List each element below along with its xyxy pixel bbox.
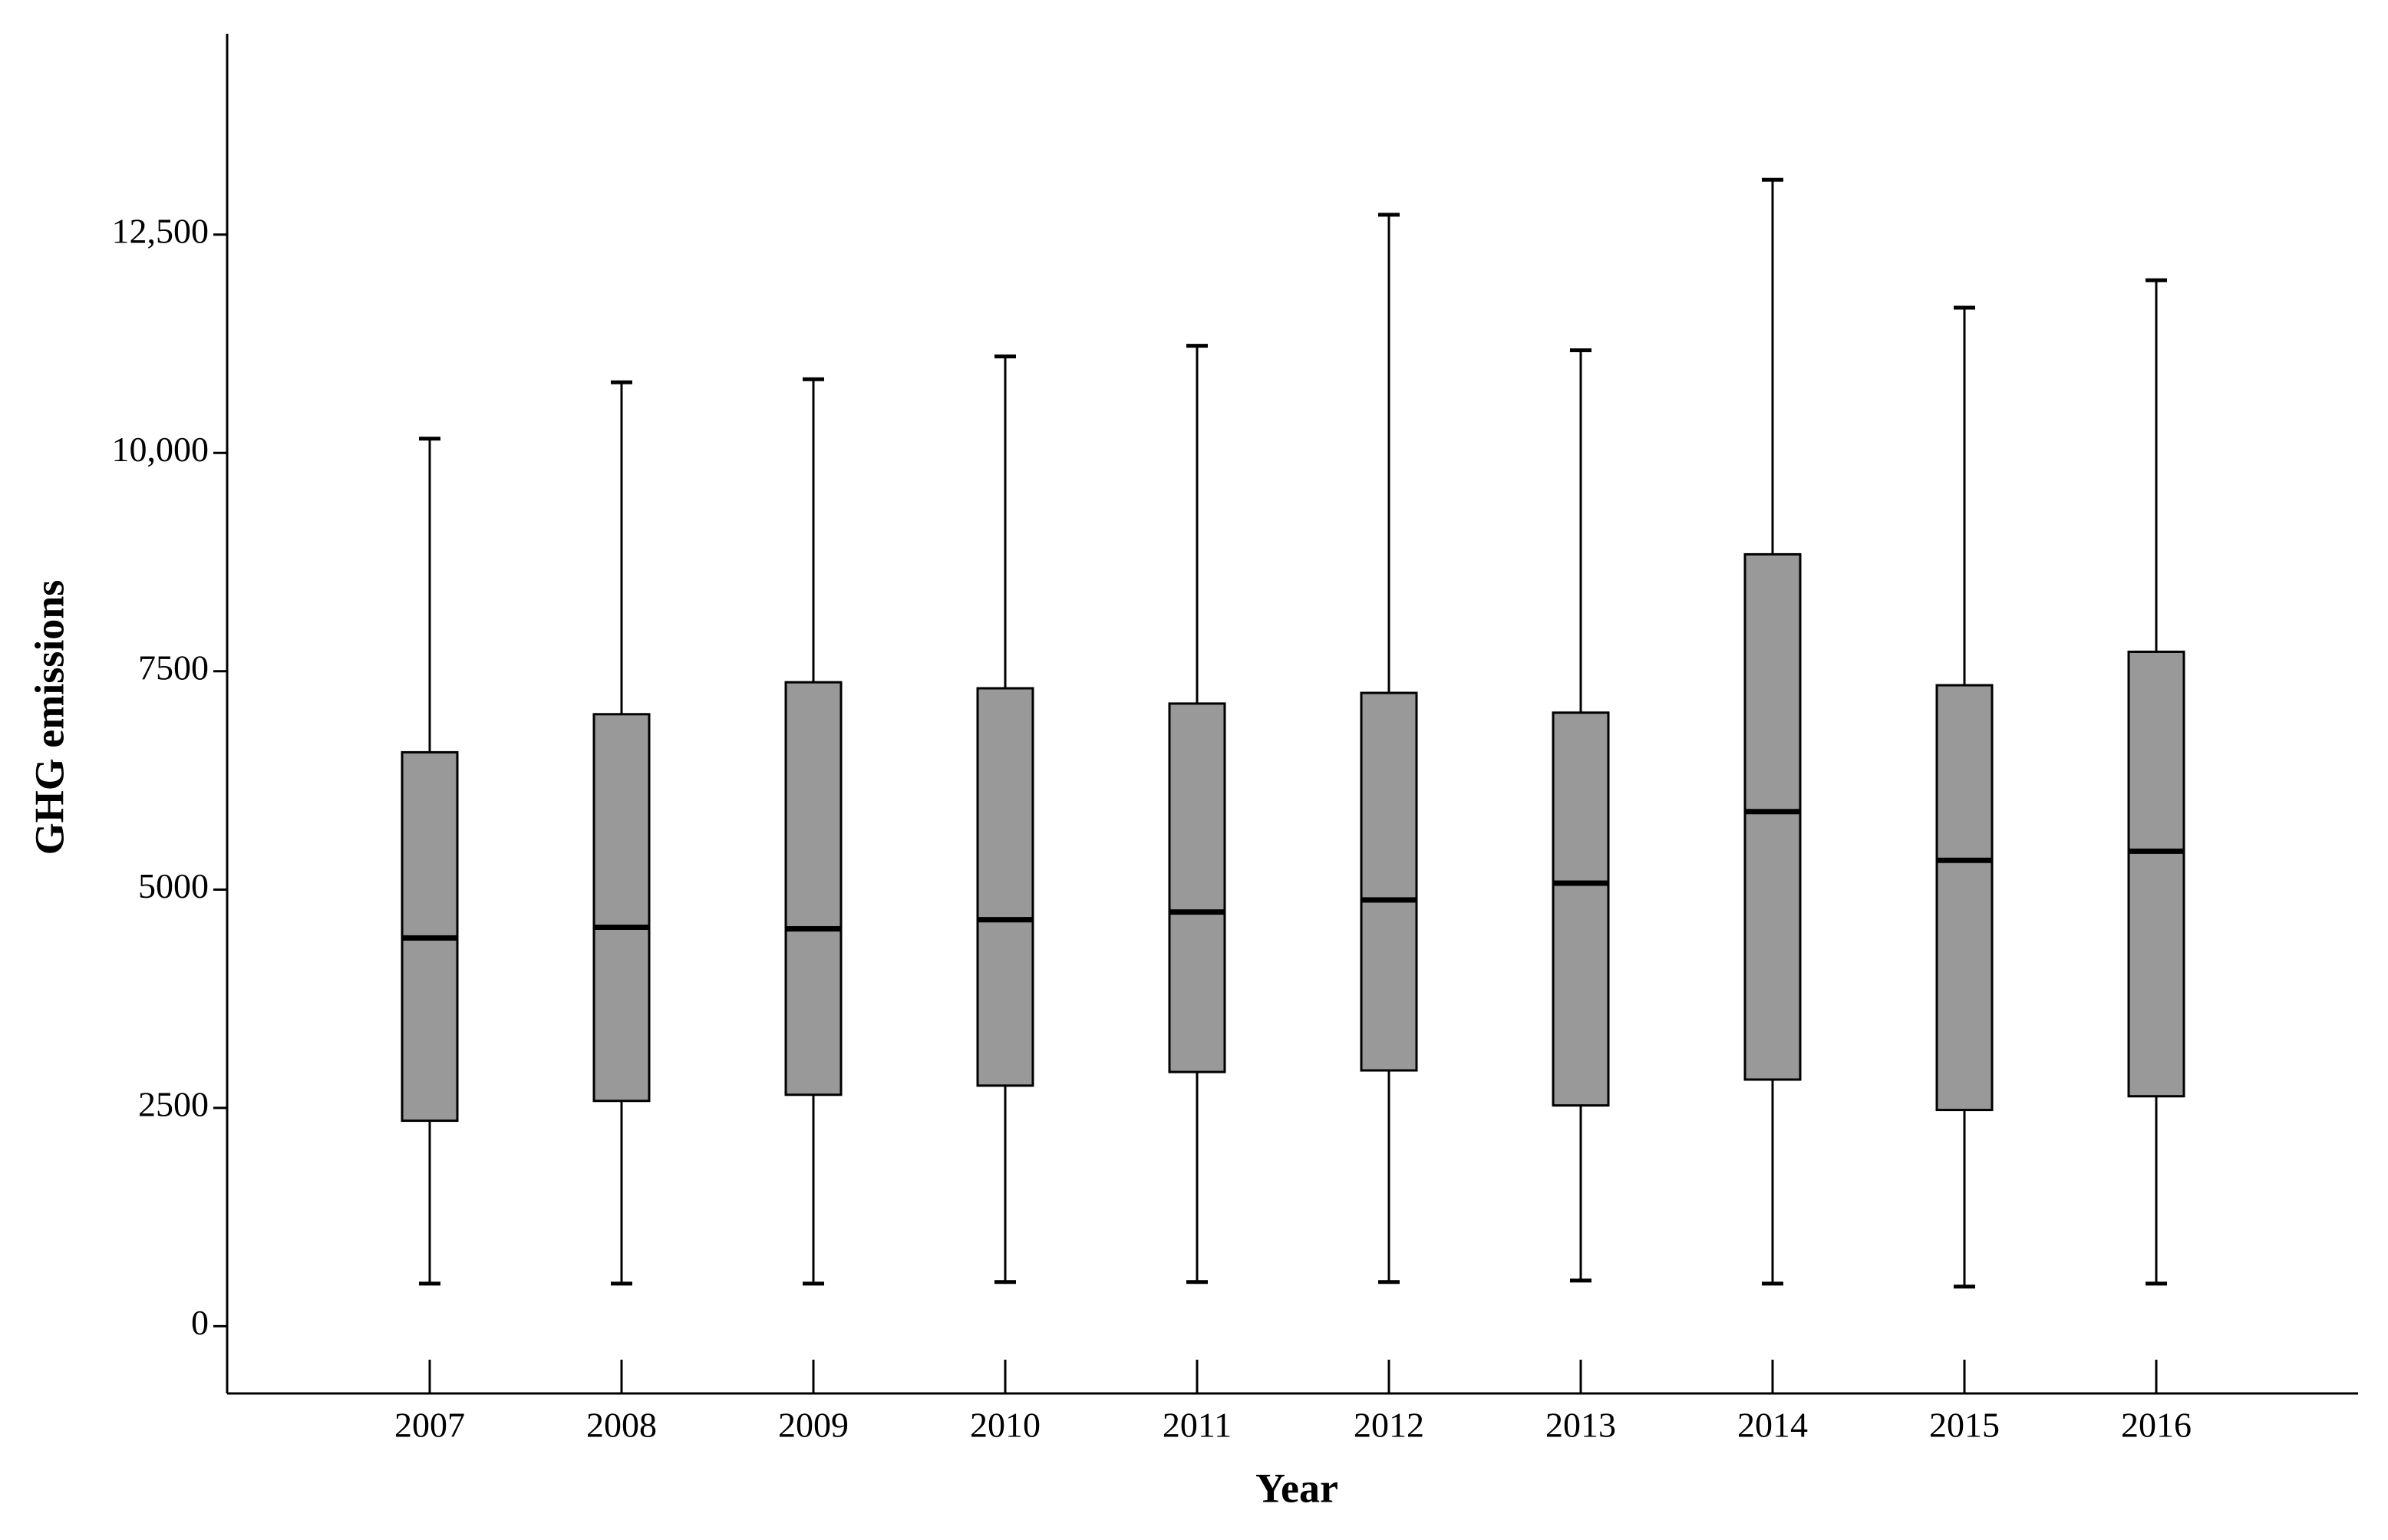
box [1552, 711, 1610, 1107]
box [784, 681, 843, 1096]
x-axis-title: Year [1255, 1465, 1338, 1511]
x-tick-label: 2008 [586, 1406, 657, 1445]
box [1743, 552, 1802, 1081]
x-tick-label: 2007 [394, 1406, 465, 1445]
box [1360, 691, 1418, 1072]
y-tick-label: 7500 [138, 648, 209, 687]
box [2127, 650, 2185, 1098]
x-tick-label: 2009 [778, 1406, 849, 1445]
y-axis-title: GHG emissions [26, 580, 72, 856]
y-tick-label: 5000 [138, 866, 209, 905]
x-tick-label: 2010 [970, 1406, 1041, 1445]
x-tick-label: 2016 [2121, 1406, 2192, 1445]
y-tick-label: 0 [191, 1303, 209, 1342]
x-tick-label: 2013 [1545, 1406, 1616, 1445]
y-tick-label: 10,000 [112, 430, 209, 469]
box [592, 713, 651, 1103]
x-tick-label: 2015 [1929, 1406, 2000, 1445]
y-tick-label: 2500 [138, 1084, 209, 1123]
box [1935, 684, 1994, 1112]
x-tick-label: 2014 [1737, 1406, 1808, 1445]
box [976, 687, 1034, 1087]
y-tick-label: 12,500 [112, 211, 209, 250]
x-tick-label: 2011 [1163, 1406, 1232, 1445]
x-tick-label: 2012 [1354, 1406, 1424, 1445]
box [1168, 702, 1226, 1073]
